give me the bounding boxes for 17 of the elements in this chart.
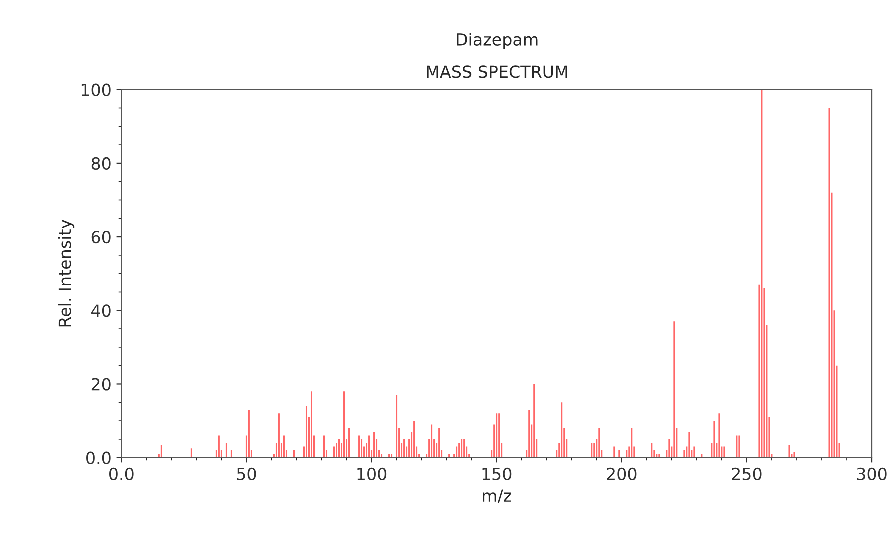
y-axis-title: Rel. Intensity	[58, 220, 75, 327]
y-tick-label: 0.0	[86, 452, 111, 464]
x-axis-title: m/z	[483, 490, 512, 504]
y-tick-label: 20	[92, 378, 111, 391]
y-tick-label: 40	[92, 304, 111, 318]
x-tick-label: 250	[732, 468, 762, 480]
y-tick-label: 80	[92, 157, 111, 170]
y-tick-label: 60	[92, 231, 111, 244]
x-tick-label: 300	[857, 468, 887, 480]
y-tick-label: 100	[82, 84, 111, 96]
chart-title: Diazepam	[457, 33, 538, 50]
chart-subtitle: MASS SPECTRUM	[427, 66, 568, 78]
x-tick-label: 150	[482, 468, 512, 480]
x-tick-label: 0.0	[110, 468, 134, 480]
x-tick-label: 50	[237, 468, 256, 480]
x-tick-label: 200	[607, 468, 637, 480]
x-tick-label: 100	[358, 468, 387, 480]
